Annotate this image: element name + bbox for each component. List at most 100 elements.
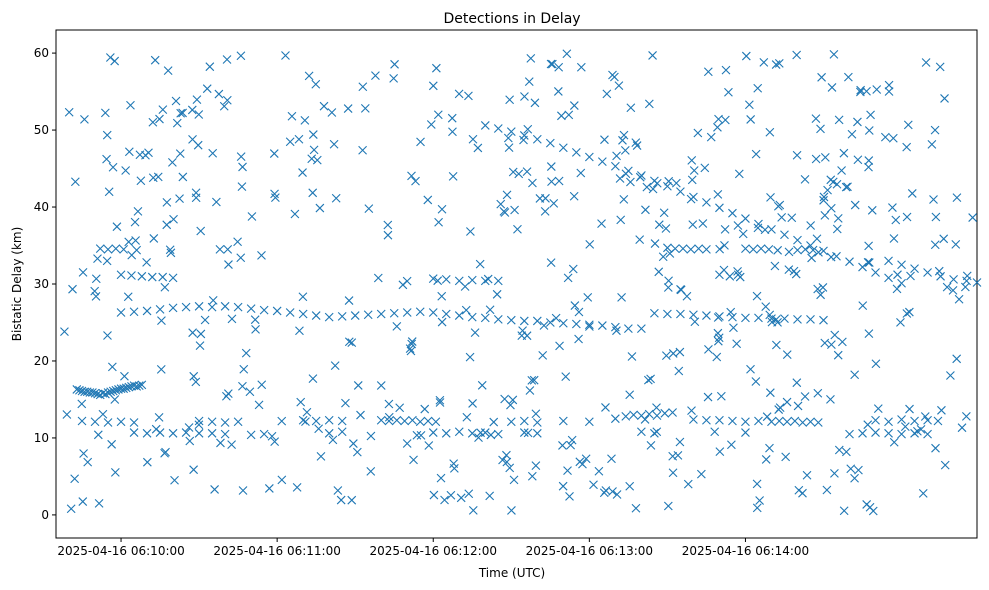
point-clutter-282 bbox=[78, 268, 88, 277]
point-clutter-508 bbox=[661, 224, 671, 233]
point-clutter-740 bbox=[751, 377, 761, 386]
point-clutter-245 bbox=[308, 130, 318, 139]
point-clutter-677 bbox=[110, 395, 120, 404]
point-track-27km-156 bbox=[728, 312, 737, 322]
point-track-10km-96 bbox=[493, 429, 503, 439]
point-clutter-628 bbox=[420, 404, 430, 414]
point-clutter-264 bbox=[793, 401, 803, 411]
point-clutter-558 bbox=[79, 449, 88, 458]
point-clutter-556 bbox=[626, 103, 636, 113]
point-clutter-652 bbox=[864, 329, 874, 339]
point-clutter-768 bbox=[189, 465, 199, 475]
point-clutter-504 bbox=[713, 336, 723, 346]
point-clutter-685 bbox=[505, 463, 515, 473]
point-clutter-783 bbox=[142, 257, 151, 267]
point-clutter-447 bbox=[568, 264, 578, 274]
point-clutter-527 bbox=[124, 147, 134, 157]
point-track-34km-201 bbox=[748, 244, 758, 254]
point-clutter-752 bbox=[710, 427, 720, 437]
point-track-30km-173 bbox=[467, 275, 477, 285]
point-clutter-834 bbox=[617, 292, 626, 302]
point-track-34km-203 bbox=[764, 244, 774, 254]
point-clutter-530 bbox=[347, 495, 357, 505]
point-clutter-411 bbox=[761, 455, 771, 464]
point-clutter-295 bbox=[720, 225, 730, 234]
point-clutter-767 bbox=[589, 480, 598, 490]
point-track-27km-136 bbox=[467, 312, 477, 322]
y-tick-label-5: 50 bbox=[34, 123, 49, 137]
point-clutter-456 bbox=[239, 364, 249, 374]
point-clutter-516 bbox=[935, 62, 945, 72]
point-track-10km-102 bbox=[845, 429, 854, 439]
point-clutter-289 bbox=[827, 83, 837, 92]
point-track-27km-117 bbox=[220, 301, 230, 311]
y-axis-label: Bistatic Delay (km) bbox=[10, 227, 24, 342]
point-track-16km-19 bbox=[121, 383, 131, 393]
point-clutter-471 bbox=[916, 424, 926, 434]
point-clutter-811 bbox=[648, 51, 657, 60]
point-track-30km-167 bbox=[147, 272, 157, 282]
point-clutter-833 bbox=[884, 87, 894, 96]
point-clutter-846 bbox=[513, 224, 522, 234]
point-clutter-392 bbox=[187, 105, 197, 115]
point-clutter-620 bbox=[546, 258, 556, 267]
point-track-12km-52 bbox=[610, 414, 620, 424]
point-track-30km-182 bbox=[923, 268, 932, 277]
point-clutter-500 bbox=[811, 114, 821, 124]
point-clutter-327 bbox=[254, 400, 264, 410]
point-clutter-263 bbox=[664, 276, 673, 286]
point-clutter-645 bbox=[902, 309, 912, 318]
point-clutter-243 bbox=[384, 412, 394, 422]
point-clutter-272 bbox=[426, 120, 436, 129]
point-clutter-469 bbox=[424, 441, 434, 450]
point-clutter-660 bbox=[64, 107, 74, 117]
point-track-declining-238 bbox=[884, 273, 893, 283]
point-track-12km-62 bbox=[715, 415, 724, 425]
point-track-declining-224 bbox=[702, 198, 711, 207]
point-clutter-841 bbox=[724, 87, 733, 97]
point-clutter-462 bbox=[771, 60, 781, 69]
point-clutter-733 bbox=[792, 50, 802, 60]
point-clutter-638 bbox=[841, 182, 851, 192]
y-tick-label-0: 0 bbox=[41, 508, 49, 522]
point-clutter-543 bbox=[713, 190, 723, 199]
point-clutter-582 bbox=[733, 221, 743, 230]
point-track-declining-235 bbox=[845, 257, 854, 267]
point-clutter-374 bbox=[558, 441, 567, 450]
point-track-27km-132 bbox=[415, 307, 425, 317]
point-clutter-310 bbox=[412, 430, 422, 440]
point-clutter-438 bbox=[837, 337, 847, 347]
point-clutter-328 bbox=[165, 245, 175, 255]
point-track-12km-28 bbox=[103, 418, 113, 427]
point-clutter-457 bbox=[316, 451, 326, 461]
point-clutter-669 bbox=[434, 217, 443, 227]
point-clutter-670 bbox=[856, 85, 866, 95]
point-track-10km-103 bbox=[858, 428, 867, 438]
point-clutter-689 bbox=[664, 176, 674, 186]
point-clutter-314 bbox=[746, 364, 755, 374]
point-clutter-659 bbox=[416, 430, 426, 440]
point-clutter-553 bbox=[767, 317, 777, 327]
point-clutter-578 bbox=[62, 410, 72, 419]
point-track-declining-236 bbox=[858, 262, 867, 272]
point-track-30km-180 bbox=[897, 260, 906, 270]
point-clutter-540 bbox=[348, 439, 358, 448]
point-track-10km-108 bbox=[923, 429, 932, 439]
point-clutter-674 bbox=[823, 185, 832, 195]
point-track-12km-46 bbox=[431, 417, 441, 427]
point-track-27km-125 bbox=[324, 312, 334, 322]
point-clutter-825 bbox=[433, 110, 443, 120]
point-clutter-848 bbox=[307, 154, 317, 164]
point-clutter-464 bbox=[474, 433, 483, 443]
point-clutter-788 bbox=[820, 338, 830, 348]
point-track-12km-60 bbox=[689, 415, 698, 424]
point-clutter-501 bbox=[929, 195, 938, 204]
point-track-27km-144 bbox=[571, 319, 581, 329]
point-track-16km-24 bbox=[134, 381, 144, 390]
point-clutter-765 bbox=[236, 253, 246, 263]
point-track-12km-33 bbox=[220, 418, 230, 427]
point-clutter-303 bbox=[888, 203, 897, 212]
point-track-34km-205 bbox=[800, 244, 810, 254]
point-clutter-606 bbox=[538, 350, 548, 360]
